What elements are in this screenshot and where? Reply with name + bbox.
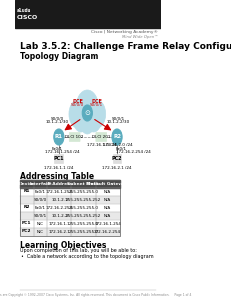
Text: ⊙: ⊙ <box>84 110 90 116</box>
Text: 172.16.1.1: 172.16.1.1 <box>49 222 70 226</box>
Bar <box>15 0 161 28</box>
Text: Fa0/1: Fa0/1 <box>116 147 127 151</box>
Text: All contents are Copyright © 1992–2007 Cisco Systems, Inc. All rights reserved. : All contents are Copyright © 1992–2007 C… <box>0 293 191 297</box>
Text: 172.16.2.0 /24: 172.16.2.0 /24 <box>103 143 133 147</box>
Text: 255.255.255.0: 255.255.255.0 <box>69 190 98 194</box>
Text: Topology Diagram: Topology Diagram <box>20 52 98 61</box>
Text: 172.16.1.254: 172.16.1.254 <box>94 222 121 226</box>
Text: Fa0/1: Fa0/1 <box>35 206 46 210</box>
Text: 172.16.2.254: 172.16.2.254 <box>94 230 121 234</box>
Circle shape <box>80 112 94 134</box>
Text: Subnet Mask: Subnet Mask <box>67 182 100 186</box>
Text: 172.16.2.1: 172.16.2.1 <box>49 230 70 234</box>
Text: R2: R2 <box>23 205 30 208</box>
Text: Addressing Table: Addressing Table <box>20 172 94 181</box>
Bar <box>20 212 120 220</box>
Text: CISCO: CISCO <box>17 15 38 20</box>
Text: PC2: PC2 <box>22 229 31 232</box>
Text: IP Address: IP Address <box>46 182 73 186</box>
Text: 10.1.2.1/30: 10.1.2.1/30 <box>46 120 69 124</box>
Text: 255.255.255.0: 255.255.255.0 <box>69 206 98 210</box>
Circle shape <box>69 100 87 128</box>
Text: N/A: N/A <box>104 198 111 202</box>
Text: 172.16.2.254 /24: 172.16.2.254 /24 <box>116 150 151 154</box>
Bar <box>20 220 120 228</box>
Text: Device: Device <box>18 182 35 186</box>
Text: 10.1.2.2/30: 10.1.2.2/30 <box>107 120 130 124</box>
Text: 10.1.2.2: 10.1.2.2 <box>51 214 68 218</box>
Text: NIC: NIC <box>37 222 44 226</box>
Bar <box>20 180 120 236</box>
Text: S0/0/0: S0/0/0 <box>34 198 47 202</box>
Text: Interface: Interface <box>29 182 52 186</box>
Text: 172.16.1.254 /24: 172.16.1.254 /24 <box>45 150 79 154</box>
Text: DLCI 201: DLCI 201 <box>92 135 110 139</box>
Text: Fa0/1: Fa0/1 <box>51 147 62 151</box>
Text: 255.255.255.0: 255.255.255.0 <box>69 222 98 226</box>
Text: DCE: DCE <box>72 99 83 104</box>
Text: S0/0/1: S0/0/1 <box>112 117 125 121</box>
Text: Learning Objectives: Learning Objectives <box>20 241 106 250</box>
Text: 255.255.255.0: 255.255.255.0 <box>69 230 98 234</box>
Text: NIC: NIC <box>37 230 44 234</box>
Text: Cisco | Networking Academy®: Cisco | Networking Academy® <box>91 30 158 34</box>
Bar <box>20 196 120 204</box>
Circle shape <box>82 105 92 121</box>
Circle shape <box>112 129 122 145</box>
Text: DLCI 102: DLCI 102 <box>65 135 84 139</box>
Bar <box>55 154 63 163</box>
Bar <box>20 228 120 236</box>
Circle shape <box>73 108 88 132</box>
FancyBboxPatch shape <box>69 133 80 142</box>
Text: N/A: N/A <box>104 206 111 210</box>
Text: 172.16.2.1 /24: 172.16.2.1 /24 <box>102 166 132 170</box>
Text: 172.16.2.254: 172.16.2.254 <box>46 206 73 210</box>
Text: Mind Wide Open™: Mind Wide Open™ <box>122 35 158 39</box>
Text: S0/0/1: S0/0/1 <box>90 103 103 107</box>
Text: 172.16.1.254: 172.16.1.254 <box>46 190 73 194</box>
Bar <box>113 154 122 163</box>
Text: 172.16.1.1 /24: 172.16.1.1 /24 <box>44 166 73 170</box>
Circle shape <box>88 100 106 128</box>
Text: S0/0/0: S0/0/0 <box>71 103 85 107</box>
Text: PC1: PC1 <box>22 220 31 224</box>
Circle shape <box>76 90 99 126</box>
Bar <box>20 180 120 188</box>
Text: 255.255.255.252: 255.255.255.252 <box>66 198 101 202</box>
Text: N/A: N/A <box>104 214 111 218</box>
Text: S0/0/1: S0/0/1 <box>34 214 47 218</box>
Text: R1: R1 <box>23 188 30 193</box>
Text: S0/0/0: S0/0/0 <box>51 117 64 121</box>
FancyBboxPatch shape <box>96 133 107 142</box>
Text: PC2: PC2 <box>112 155 122 160</box>
Text: aludu: aludu <box>17 8 31 13</box>
Text: 10.1.2.1: 10.1.2.1 <box>51 198 68 202</box>
Text: PC1: PC1 <box>54 155 64 160</box>
Circle shape <box>86 108 101 132</box>
Text: R2: R2 <box>113 134 121 140</box>
Text: DCE: DCE <box>91 99 102 104</box>
Text: Default Gateway: Default Gateway <box>87 182 128 186</box>
Text: 255.255.255.252: 255.255.255.252 <box>66 214 101 218</box>
Text: N/A: N/A <box>104 190 111 194</box>
Text: Lab 3.5.2: Challenge Frame Relay Configuration: Lab 3.5.2: Challenge Frame Relay Configu… <box>20 42 231 51</box>
Text: 172.16.1.0 /24: 172.16.1.0 /24 <box>87 143 117 147</box>
Text: •  Cable a network according to the topology diagram: • Cable a network according to the topol… <box>21 254 154 259</box>
Circle shape <box>54 129 64 145</box>
Text: R1: R1 <box>55 134 63 140</box>
Text: Fa0/1: Fa0/1 <box>35 190 46 194</box>
Bar <box>20 204 120 212</box>
Bar <box>20 188 120 196</box>
Text: Upon completion of this lab, you will be able to:: Upon completion of this lab, you will be… <box>20 248 137 253</box>
